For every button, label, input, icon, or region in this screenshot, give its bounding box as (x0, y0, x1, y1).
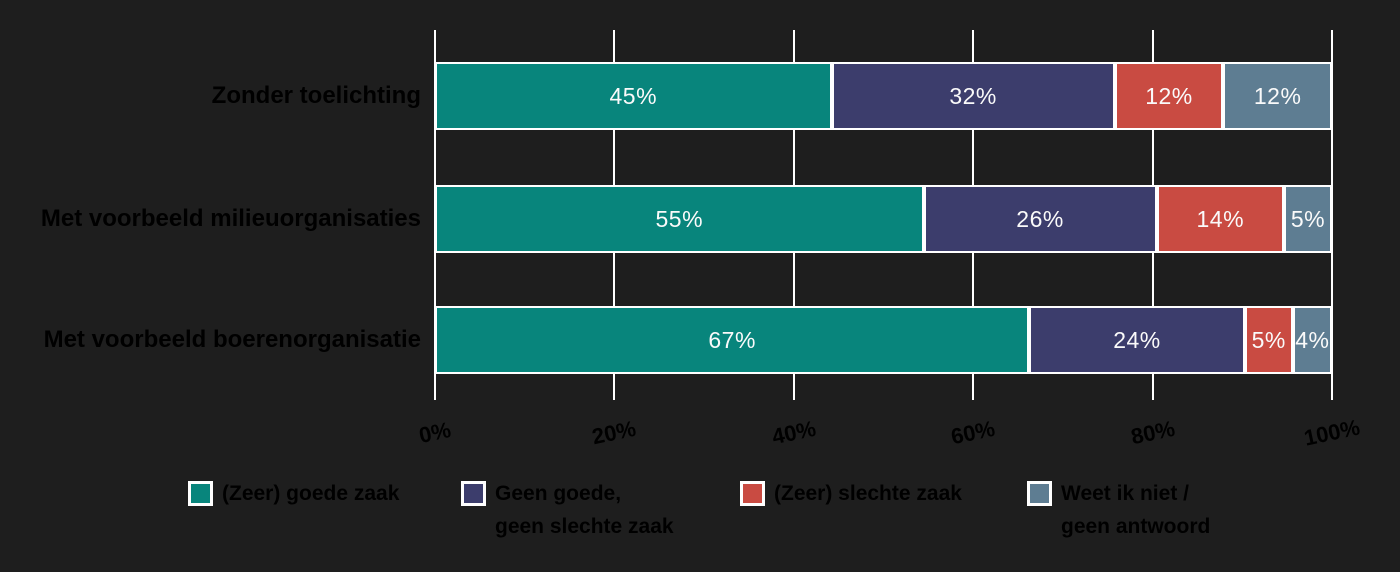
legend-swatch-icon (188, 481, 213, 506)
legend-item: Weet ik niet / geen antwoord (1027, 477, 1210, 543)
bar-row: 67% 24% 5% 4% (435, 306, 1332, 374)
legend-label-line: geen antwoord (1061, 515, 1211, 538)
legend-swatch-icon (1027, 481, 1052, 506)
x-axis: 0% 20% 40% 60% 80% 100% (417, 412, 1362, 462)
legend-item: (Zeer) slechte zaak (740, 477, 962, 510)
legend-label: Weet ik niet / geen antwoord (1061, 477, 1210, 543)
bar-value-label: 67% (708, 326, 756, 353)
category-label: Met voorbeeld milieuorganisaties (40, 205, 421, 232)
legend-swatch-icon (740, 481, 765, 506)
bar-row: 55% 26% 14% 5% (435, 185, 1332, 253)
bar-segment: 45% (435, 62, 832, 130)
category-label: Met voorbeeld boerenorganisatie (43, 326, 421, 353)
x-tick-label: 20% (590, 415, 639, 450)
legend: (Zeer) goede zaak Geen goede, geen slechte… (0, 477, 1400, 567)
x-tick-label: 40% (769, 415, 818, 450)
x-tick-label: 80% (1128, 415, 1177, 450)
bar-segment: 32% (831, 62, 1115, 130)
bar-segment: 4% (1292, 306, 1332, 374)
legend-label-line: (Zeer) slechte zaak (774, 482, 962, 505)
plot-area: 45% 32% 12% 12% 55% 26% 14% 5% 67% 24% 5% 4% (434, 30, 1333, 400)
legend-item: Geen goede, geen slechte zaak (461, 477, 674, 543)
legend-swatch-icon (461, 481, 486, 506)
bar-value-label: 12% (1253, 82, 1302, 109)
bar-segment: 67% (435, 306, 1030, 374)
bar-segment: 55% (435, 185, 924, 253)
bar-segment: 14% (1156, 185, 1284, 253)
bar-value-label: 24% (1113, 326, 1161, 353)
legend-label: Geen goede, geen slechte zaak (495, 477, 674, 543)
gridline (1331, 30, 1333, 400)
bar-value-label: 12% (1145, 82, 1193, 109)
legend-label-line: Geen goede, (495, 482, 622, 505)
bar-value-label: 55% (655, 205, 704, 232)
bar-value-label: 32% (949, 82, 997, 109)
bar-value-label: 4% (1295, 326, 1330, 353)
x-tick-label: 0% (416, 416, 454, 449)
bar-row: 45% 32% 12% 12% (435, 62, 1332, 130)
bar-value-label: 14% (1196, 205, 1245, 232)
bar-value-label: 5% (1290, 205, 1326, 232)
bar-segment: 24% (1029, 306, 1245, 374)
category-label: Zonder toelichting (211, 82, 421, 109)
bar-segment: 26% (923, 185, 1157, 253)
x-tick-label: 100% (1301, 414, 1363, 451)
legend-label: (Zeer) goede zaak (222, 477, 399, 510)
legend-item: (Zeer) goede zaak (188, 477, 399, 510)
category-axis: Zonder toelichting Met voorbeeld milieuor… (0, 30, 421, 400)
bar-segment: 12% (1223, 62, 1332, 130)
legend-label-line: (Zeer) goede zaak (222, 482, 400, 505)
bar-value-label: 5% (1251, 326, 1286, 353)
legend-label-line: geen slechte zaak (495, 515, 674, 538)
bar-segment: 5% (1244, 306, 1293, 374)
bar-segment: 12% (1114, 62, 1224, 130)
legend-label-line: Weet ik niet / (1061, 482, 1189, 505)
bar-value-label: 45% (609, 82, 658, 109)
bar-value-label: 26% (1016, 205, 1064, 232)
bar-segment: 5% (1283, 185, 1332, 253)
x-tick-label: 60% (948, 415, 998, 450)
legend-label: (Zeer) slechte zaak (774, 477, 962, 510)
